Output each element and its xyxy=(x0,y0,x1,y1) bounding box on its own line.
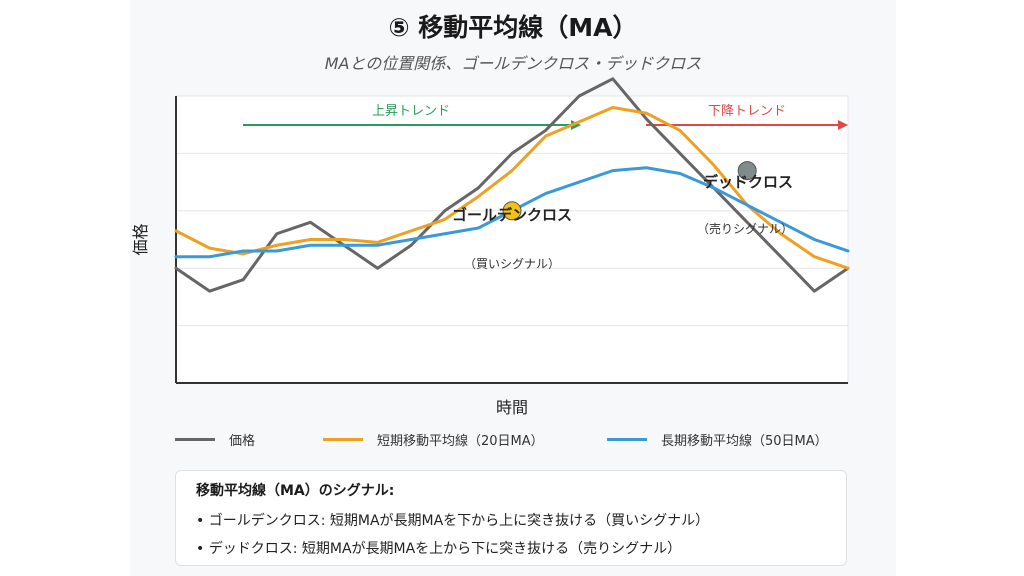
plot-area xyxy=(176,96,848,383)
dead-cross-signal: （売りシグナル） xyxy=(697,221,793,236)
price-series-line xyxy=(174,77,850,293)
x-axis-label: 時間 xyxy=(496,398,528,417)
page-subtitle: MAとの位置関係、ゴールデンクロス・デッドクロス xyxy=(324,54,702,73)
dead-cross-label: デッドクロス xyxy=(703,173,793,191)
chart-legend: 価格 短期移動平均線（20日MA） 長期移動平均線（50日MA） xyxy=(175,430,855,450)
y-axis-label: 価格 xyxy=(131,223,150,255)
golden-cross-marker xyxy=(502,201,522,221)
golden-cross-signal: （買いシグナル） xyxy=(464,257,560,271)
downtrend-label: 下降トレンド xyxy=(708,104,786,119)
legend-item-ma20: 短期移動平均線（20日MA） xyxy=(323,430,544,449)
legend-label-price: 価格 xyxy=(229,434,256,449)
legend-swatch-price xyxy=(175,438,215,441)
legend-swatch-ma50 xyxy=(607,438,647,441)
legend-item-ma50: 長期移動平均線（50日MA） xyxy=(607,430,828,449)
uptrend-label: 上昇トレンド xyxy=(372,104,450,119)
golden-cross-explanation: • ゴールデンクロス: 短期MAが長期MAを下から上に突き抜ける（買いシグナル） xyxy=(196,513,710,529)
legend-label-ma50: 長期移動平均線（50日MA） xyxy=(661,434,828,449)
dead-cross-marker xyxy=(737,161,757,181)
dead-cross-explanation: • デッドクロス: 短期MAが長期MAを上から下に突き抜ける（売りシグナル） xyxy=(196,541,682,557)
golden-cross-label: ゴールデンクロス xyxy=(452,206,572,224)
signal-box-title: 移動平均線（MA）のシグナル: xyxy=(196,483,395,499)
legend-item-price: 価格 xyxy=(175,430,255,449)
signal-explanation-box: 移動平均線（MA）のシグナル: • ゴールデンクロス: 短期MAが長期MAを下か… xyxy=(175,470,847,566)
page-title: ⑤ 移動平均線（MA） xyxy=(388,13,638,42)
legend-swatch-ma20 xyxy=(323,438,363,441)
legend-label-ma20: 短期移動平均線（20日MA） xyxy=(377,434,544,449)
ma20-series-line xyxy=(174,105,850,270)
